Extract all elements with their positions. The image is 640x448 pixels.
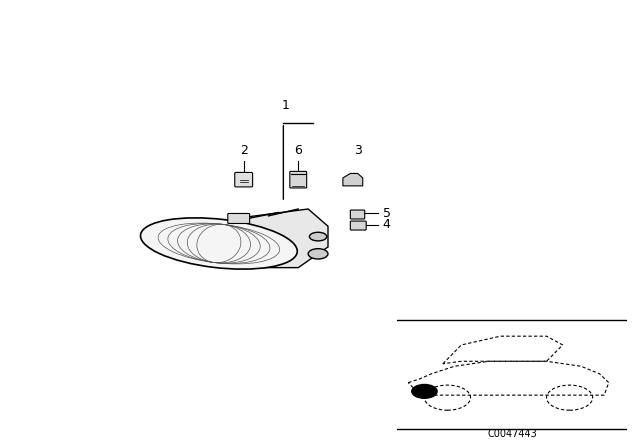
Text: 1: 1 — [282, 99, 290, 112]
Text: 2: 2 — [240, 144, 248, 157]
Text: 3: 3 — [354, 144, 362, 157]
Text: C0047443: C0047443 — [487, 429, 537, 439]
Circle shape — [412, 384, 437, 398]
Text: 5: 5 — [383, 207, 390, 220]
Polygon shape — [343, 173, 363, 186]
Ellipse shape — [141, 218, 297, 269]
Text: 4: 4 — [383, 218, 390, 231]
FancyBboxPatch shape — [235, 172, 253, 187]
Ellipse shape — [308, 249, 328, 259]
Ellipse shape — [309, 232, 327, 241]
Text: 6: 6 — [294, 144, 302, 157]
Polygon shape — [229, 209, 328, 267]
FancyBboxPatch shape — [290, 172, 307, 188]
FancyBboxPatch shape — [228, 214, 250, 224]
FancyBboxPatch shape — [350, 210, 365, 219]
FancyBboxPatch shape — [350, 221, 366, 230]
